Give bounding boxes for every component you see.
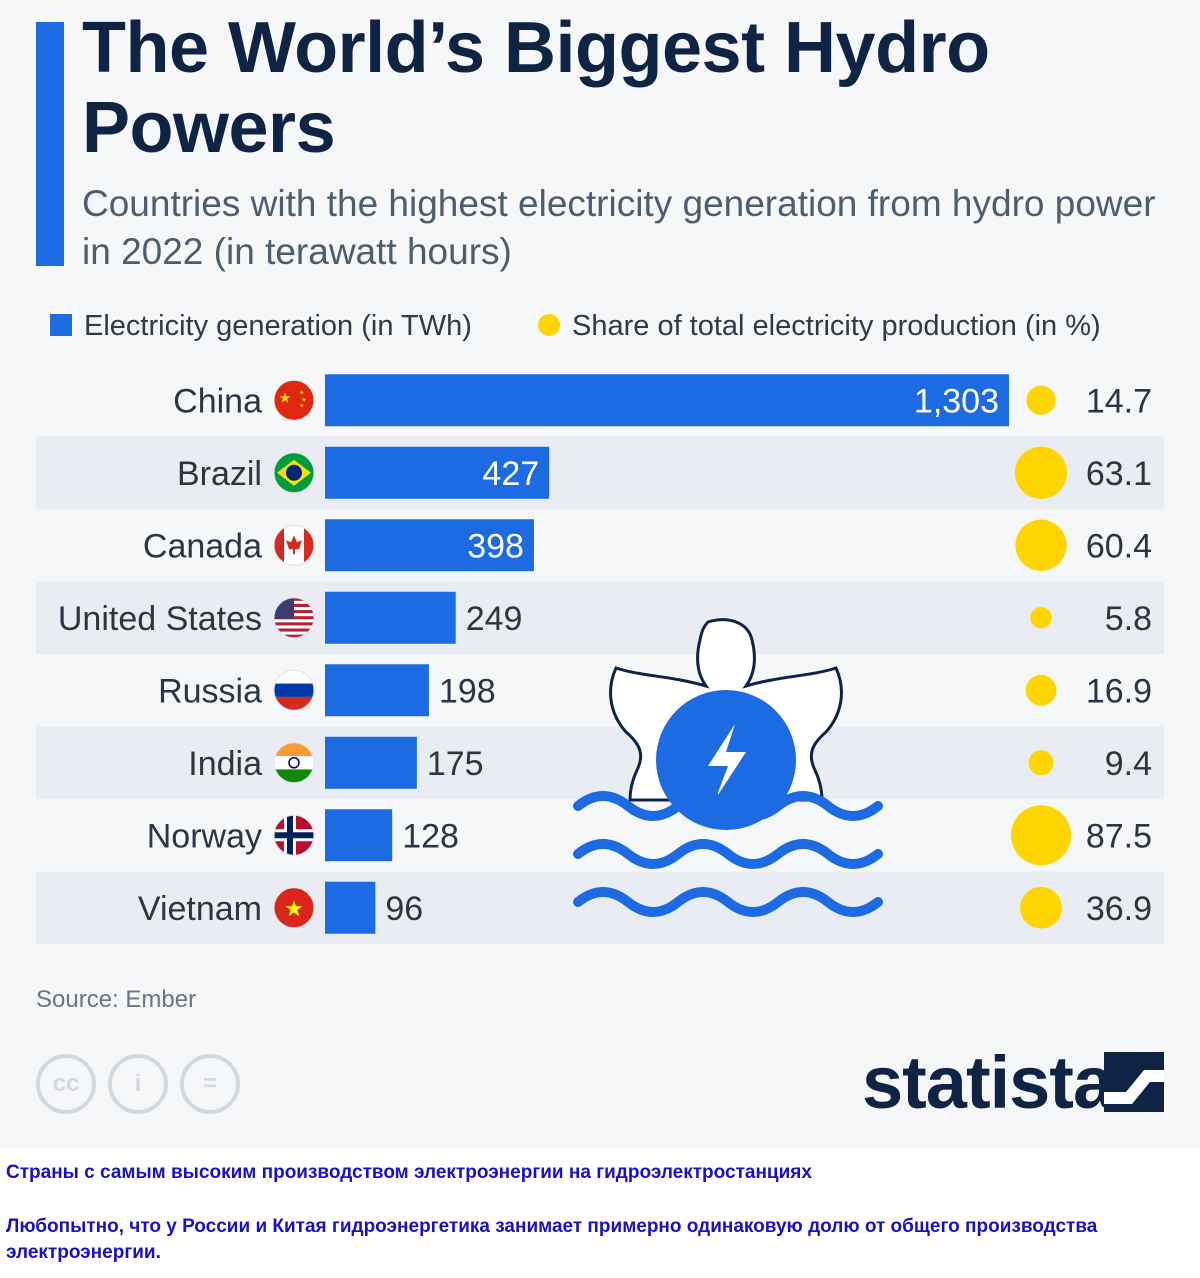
share-value-label: 87.5 xyxy=(1086,817,1152,855)
country-label: China xyxy=(173,382,262,420)
generation-value-label: 96 xyxy=(385,890,423,928)
share-value-label: 36.9 xyxy=(1086,890,1152,928)
generation-value-label: 128 xyxy=(402,817,459,855)
share-value-label: 14.7 xyxy=(1086,382,1152,420)
country-label: Canada xyxy=(143,527,262,565)
page-title: The World’s Biggest Hydro Powers xyxy=(82,8,990,168)
chart-row: Canada 398 60.4 xyxy=(143,519,1152,572)
statista-logo: statista xyxy=(862,1041,1114,1124)
accent-bar xyxy=(36,22,64,266)
generation-value-label: 198 xyxy=(439,672,496,710)
norway-flag-icon xyxy=(273,814,315,856)
usa-flag-icon xyxy=(273,597,315,639)
nd-icon: = xyxy=(180,1054,240,1114)
chart-row: Brazil 427 63.1 xyxy=(177,446,1152,499)
share-dot xyxy=(1030,607,1052,629)
page-subtitle: Countries with the highest electricity g… xyxy=(82,183,1156,272)
generation-bar xyxy=(325,446,550,499)
china-flag-icon: ★ ★★★ xyxy=(273,379,315,421)
hydro-turbine-icon xyxy=(573,618,883,917)
generation-bar xyxy=(325,664,429,717)
legend-dot-marker xyxy=(538,314,560,336)
annotation-line-1: Страны с самым высоким производством эле… xyxy=(6,1162,812,1183)
legend-square-marker xyxy=(50,314,72,336)
share-dot xyxy=(1028,750,1054,776)
row-background xyxy=(36,436,1164,509)
cc-icon: cc xyxy=(36,1054,96,1114)
row-background xyxy=(36,581,1164,654)
country-label: India xyxy=(188,745,262,783)
generation-bar xyxy=(325,809,393,862)
legend-generation-label: Electricity generation (in TWh) xyxy=(84,310,472,342)
generation-value-label: 398 xyxy=(467,527,524,565)
chart-row: United States 249 5.8 xyxy=(58,591,1152,644)
generation-value-label: 427 xyxy=(482,455,539,493)
infographic-card: The World’s Biggest Hydro Powers Countri… xyxy=(36,8,1164,1124)
share-dot xyxy=(1020,886,1062,929)
row-background xyxy=(36,726,1164,799)
generation-bar xyxy=(325,519,534,572)
generation-bar xyxy=(325,591,456,644)
chart-row: Norway 128 87.5 xyxy=(147,805,1152,866)
country-label: Vietnam xyxy=(138,890,262,928)
generation-value-label: 175 xyxy=(427,745,484,783)
country-label: Norway xyxy=(147,817,262,855)
chart-row: China ★ ★★★ 1,303 14.7 xyxy=(173,374,1152,427)
share-value-label: 60.4 xyxy=(1086,527,1152,565)
generation-bar xyxy=(325,881,376,934)
russia-flag-icon xyxy=(273,669,315,711)
country-label: United States xyxy=(58,600,262,638)
by-icon: i xyxy=(108,1054,168,1114)
share-dot xyxy=(1015,519,1067,571)
row-background xyxy=(36,871,1164,944)
generation-value-label: 1,303 xyxy=(914,382,999,420)
share-dot xyxy=(1011,805,1071,866)
chart-row: Russia 198 16.9 xyxy=(158,664,1152,717)
chart-row: Vietnam ★ 96 36.9 xyxy=(138,881,1152,934)
svg-text:★: ★ xyxy=(301,396,306,403)
source-note: Source: Ember xyxy=(36,986,197,1013)
svg-text:★: ★ xyxy=(299,402,304,409)
legend-share: Share of total electricity production (i… xyxy=(538,310,1101,343)
brazil-flag-icon xyxy=(273,452,315,494)
country-label: Russia xyxy=(158,672,262,710)
row-backgrounds xyxy=(36,436,1164,944)
svg-text:★: ★ xyxy=(284,896,304,921)
svg-text:★: ★ xyxy=(279,389,292,405)
share-dot xyxy=(1014,446,1068,499)
country-label: Brazil xyxy=(177,455,262,493)
india-flag-icon xyxy=(273,742,315,784)
generation-value-label: 249 xyxy=(466,600,523,638)
share-value-label: 9.4 xyxy=(1105,745,1152,783)
chart-row: India 175 9.4 xyxy=(188,736,1152,789)
vietnam-flag-icon: ★ xyxy=(273,887,315,929)
legend-share-label: Share of total electricity production (i… xyxy=(572,310,1101,342)
legend-generation: Electricity generation (in TWh) xyxy=(50,310,472,343)
share-value-label: 5.8 xyxy=(1105,600,1152,638)
generation-bar xyxy=(325,736,417,789)
canada-flag-icon xyxy=(273,524,315,566)
share-value-label: 63.1 xyxy=(1086,455,1152,493)
generation-bar xyxy=(325,374,1009,427)
annotation-line-2: Любопытно, что у России и Китая гидроэне… xyxy=(6,1216,1098,1263)
share-dot xyxy=(1025,674,1057,706)
svg-text:★: ★ xyxy=(299,389,304,396)
statista-logo-mark-icon xyxy=(1104,1052,1164,1112)
share-value-label: 16.9 xyxy=(1086,672,1152,710)
share-dot xyxy=(1026,385,1056,415)
